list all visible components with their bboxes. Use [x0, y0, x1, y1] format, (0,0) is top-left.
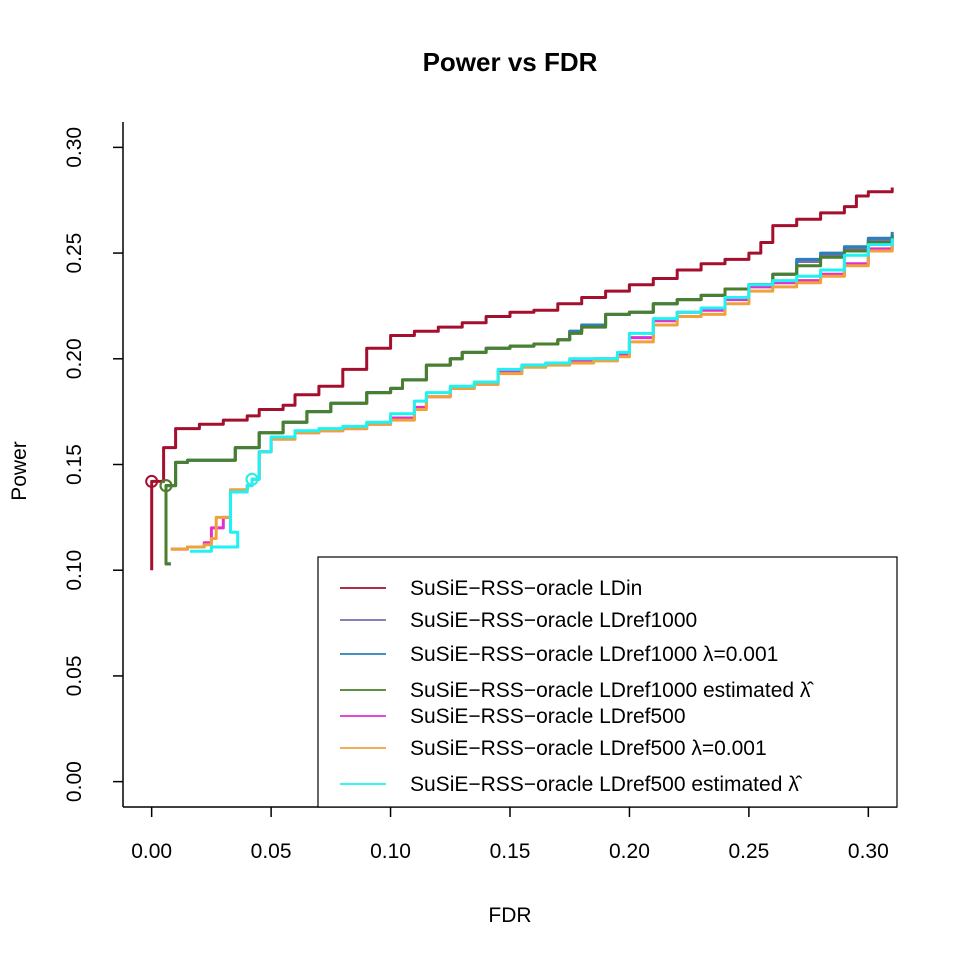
x-tick-label: 0.25: [728, 840, 769, 863]
x-tick-label: 0.00: [131, 840, 172, 863]
series-marker-3: [159, 479, 173, 493]
legend-label-4: SuSiE−RSS−oracle LDref500: [410, 705, 686, 728]
series-marker-0: [145, 474, 159, 488]
axes: 0.00 0.05 0.10 0.15 0.20 0.25 0.30 0.00 0.05 0.10…: [63, 122, 897, 863]
legend-label-1: SuSiE−RSS−oracle LDref1000: [410, 609, 697, 632]
series-line-3: [164, 236, 894, 566]
y-axis-label: Power: [8, 441, 31, 501]
y-tick-label: 0.25: [63, 233, 86, 274]
y-tick-label: 0.30: [63, 127, 86, 168]
legend-label-2: SuSiE−RSS−oracle LDref1000 λ=0.001: [410, 643, 778, 666]
x-tick-label: 0.30: [848, 840, 889, 863]
x-tick-label: 0.20: [609, 840, 650, 863]
y-tick-label: 0.15: [63, 444, 86, 485]
x-axis-label: FDR: [488, 904, 531, 927]
y-tick-label: 0.10: [63, 550, 86, 591]
x-tick-label: 0.10: [370, 840, 411, 863]
chart-title: Power vs FDR: [423, 47, 598, 77]
series-line-0: [150, 187, 894, 571]
y-tick-label: 0.05: [63, 655, 86, 696]
legend-label-6: SuSiE−RSS−oracle LDref500 estimated λ̂: [410, 773, 803, 796]
legend-label-5: SuSiE−RSS−oracle LDref500 λ=0.001: [410, 737, 767, 760]
series-marker-6: [245, 472, 259, 486]
x-tick-label: 0.15: [490, 840, 531, 863]
y-tick-label: 0.00: [63, 761, 86, 802]
series-lines: [145, 187, 894, 571]
legend-label-0: SuSiE−RSS−oracle LDin: [410, 577, 642, 600]
series-line-4: [170, 242, 894, 551]
y-tick-label: 0.20: [63, 338, 86, 379]
x-tick-label: 0.05: [251, 840, 292, 863]
legend-box: [317, 556, 898, 808]
legend: SuSiE−RSS−oracle LDin SuSiE−RSS−oracle LD…: [317, 556, 898, 808]
series-line-6: [189, 238, 894, 553]
series-line-5: [170, 244, 894, 551]
legend-label-3: SuSiE−RSS−oracle LDref1000 estimated λ̂: [410, 679, 814, 702]
